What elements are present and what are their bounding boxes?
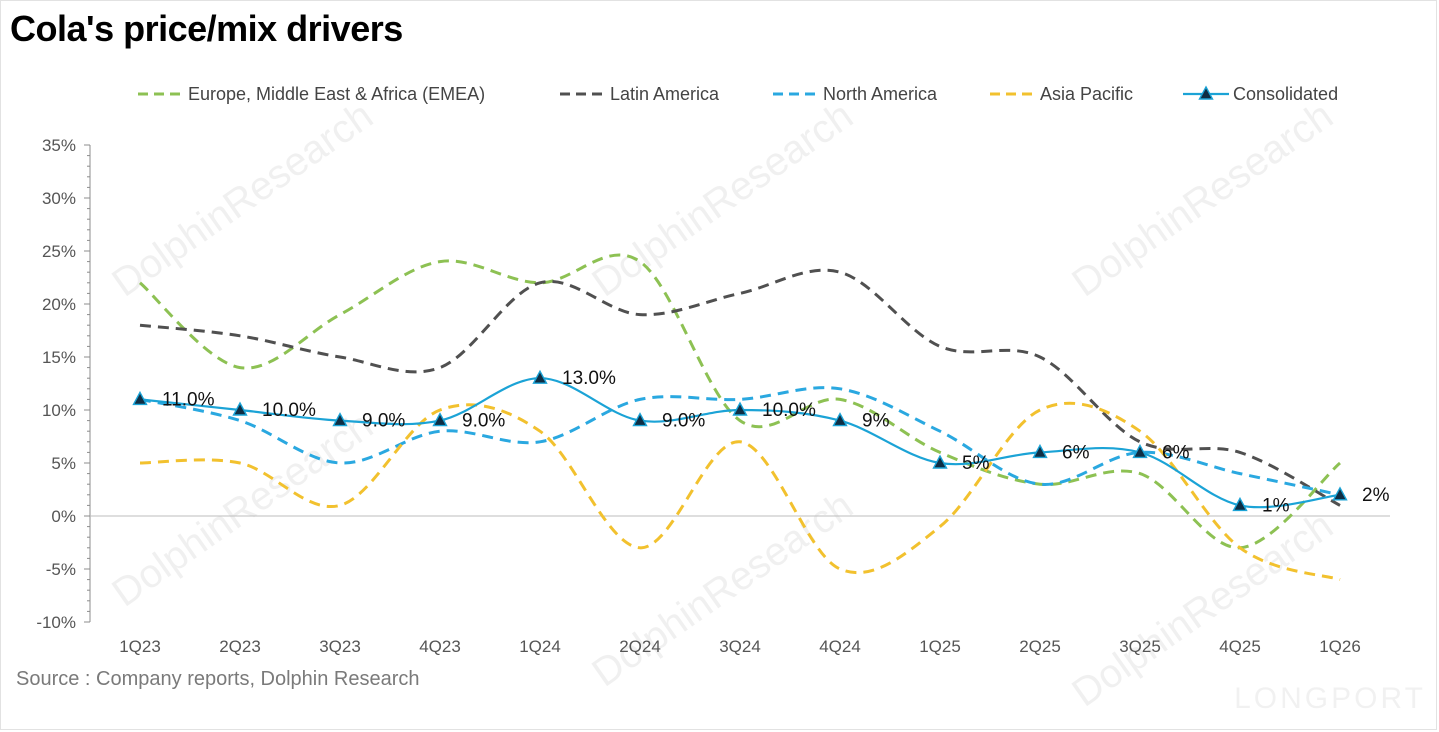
watermark-text: DolphinResearch xyxy=(104,403,381,615)
x-tick-label: 3Q24 xyxy=(719,637,761,656)
consolidated-marker xyxy=(1132,443,1148,459)
x-tick-label: 2Q24 xyxy=(619,637,661,656)
consolidated-data-label: 10.0% xyxy=(762,400,816,421)
consolidated-data-label: 9% xyxy=(862,411,890,432)
legend-label-2: North America xyxy=(823,84,938,104)
x-tick-label: 1Q24 xyxy=(519,637,561,656)
legend-label-0: Europe, Middle East & Africa (EMEA) xyxy=(188,84,485,104)
y-tick-label: 5% xyxy=(51,454,76,473)
consolidated-marker xyxy=(1232,496,1248,512)
consolidated-marker xyxy=(632,412,648,427)
legend-marker xyxy=(1198,85,1214,100)
source-note: Source : Company reports, Dolphin Resear… xyxy=(16,668,420,690)
series-line-3 xyxy=(139,401,1341,582)
x-tick-label: 1Q26 xyxy=(1319,637,1361,656)
consolidated-marker xyxy=(1032,443,1048,459)
consolidated-data-label: 10.0% xyxy=(262,400,316,421)
chart-axes: -10% -5% 0% 5% 10% 15% 20% 25% 30% 35% 1Q23 2Q23 3Q2… xyxy=(36,136,1390,656)
chart-legend: Europe, Middle East & Africa (EMEA) Latin… xyxy=(138,84,1338,104)
consolidated-data-label: 2% xyxy=(1362,485,1390,506)
y-tick-label: 35% xyxy=(42,136,76,155)
consolidated-marker xyxy=(132,390,148,406)
consolidated-data-label: 5% xyxy=(962,453,990,474)
y-tick-label: 25% xyxy=(42,242,76,261)
consolidated-marker xyxy=(432,412,448,427)
y-tick-label: 30% xyxy=(42,189,76,208)
legend-label-4: Consolidated xyxy=(1233,84,1338,104)
y-tick-label: 0% xyxy=(51,507,76,526)
consolidated-data-label: 6% xyxy=(1062,442,1090,463)
chart-title: Cola's price/mix drivers xyxy=(10,8,403,49)
x-tick-label: 2Q25 xyxy=(1019,637,1061,656)
consolidated-marker xyxy=(1332,486,1348,501)
watermark-text: DolphinResearch xyxy=(104,93,381,305)
x-tick-label: 2Q23 xyxy=(219,637,261,656)
x-tick-label: 4Q23 xyxy=(419,637,461,656)
y-tick-label: 10% xyxy=(42,401,76,420)
series-line-0 xyxy=(139,253,1341,550)
brand-watermark: LONGPORT xyxy=(1234,682,1426,715)
consolidated-data-label: 9.0% xyxy=(662,411,705,432)
y-tick-label: -5% xyxy=(46,560,76,579)
y-tick-label: 20% xyxy=(42,295,76,314)
consolidated-marker xyxy=(532,369,548,384)
watermark-text: DolphinResearch xyxy=(584,93,861,305)
legend-label-3: Asia Pacific xyxy=(1040,84,1133,104)
consolidated-marker xyxy=(932,454,948,469)
y-tick-label: -10% xyxy=(36,613,76,632)
series-line-1 xyxy=(139,268,1341,507)
consolidated-marker xyxy=(332,412,348,427)
x-tick-label: 4Q24 xyxy=(819,637,861,656)
consolidated-marker xyxy=(732,401,748,416)
watermark-text: DolphinResearch xyxy=(1064,93,1341,305)
consolidated-marker xyxy=(832,412,848,427)
x-tick-label: 3Q23 xyxy=(319,637,361,656)
consolidated-data-label: 9.0% xyxy=(362,411,405,432)
consolidated-data-label: 1% xyxy=(1262,495,1290,516)
consolidated-data-label: 6% xyxy=(1162,442,1190,463)
x-tick-label: 3Q25 xyxy=(1119,637,1161,656)
x-tick-label: 1Q25 xyxy=(919,637,961,656)
x-tick-label: 1Q23 xyxy=(119,637,161,656)
consolidated-marker xyxy=(232,401,248,416)
chart-series xyxy=(132,253,1348,582)
x-tick-label: 4Q25 xyxy=(1219,637,1261,656)
legend-label-1: Latin America xyxy=(610,84,720,104)
y-tick-label: 15% xyxy=(42,348,76,367)
watermark-text: DolphinResearch xyxy=(584,483,861,695)
chart-data-labels: 11.0% 10.0% 9.0% 9.0% 13.0% 9.0% 10.0% 9% 5% 6% 6%… xyxy=(162,368,1390,516)
consolidated-data-label: 11.0% xyxy=(162,389,215,410)
consolidated-data-label: 13.0% xyxy=(562,368,616,389)
consolidated-data-label: 9.0% xyxy=(462,411,505,432)
